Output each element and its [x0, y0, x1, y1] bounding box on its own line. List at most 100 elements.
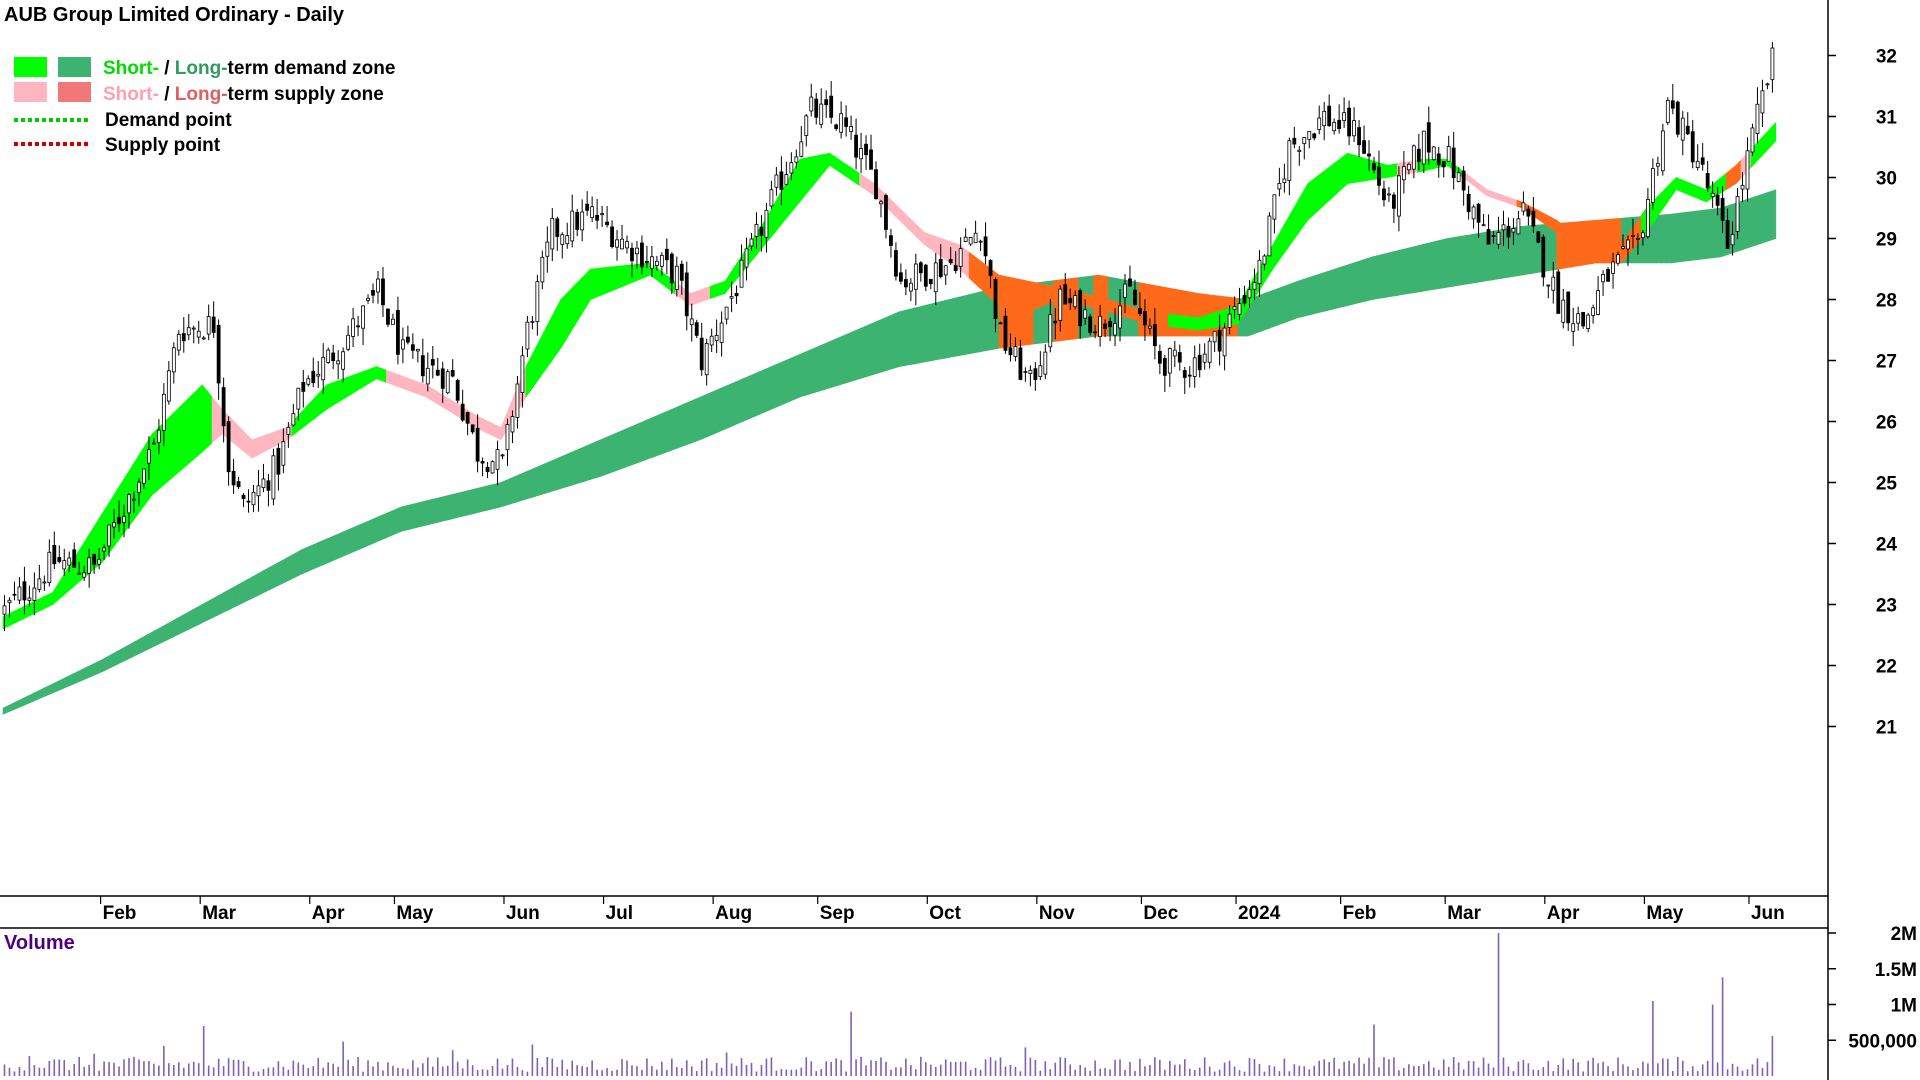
candle-body	[1536, 231, 1541, 243]
candle-body	[1237, 303, 1242, 315]
candle	[809, 83, 814, 117]
short-term-zone-segment	[1272, 234, 1279, 270]
candle	[1551, 261, 1556, 304]
short-term-zone-segment	[1148, 311, 1154, 325]
long-term-zone-segment	[336, 532, 342, 560]
short-term-zone-segment	[1207, 312, 1214, 329]
candle-body	[181, 333, 186, 342]
candle	[844, 105, 849, 137]
candle-body	[884, 195, 888, 230]
short-term-zone-segment	[495, 424, 502, 441]
candle-body	[82, 572, 87, 578]
long-term-zone-segment	[266, 565, 273, 592]
long-term-zone-segment	[620, 428, 626, 470]
candle-body	[1406, 163, 1411, 171]
candle	[540, 250, 545, 290]
volume-bars	[3, 933, 1774, 1076]
candle-body	[983, 236, 988, 257]
candle	[1033, 362, 1038, 391]
candle-body	[1018, 347, 1023, 380]
candle	[590, 196, 595, 223]
short-term-zone-segment	[714, 282, 721, 298]
candle	[1148, 318, 1152, 335]
candle	[341, 347, 346, 383]
candle	[824, 90, 829, 118]
candle	[1332, 118, 1337, 135]
candle-body	[1670, 100, 1675, 109]
candle	[37, 564, 42, 593]
long-term-zone-segment	[819, 343, 825, 392]
candle	[913, 253, 918, 306]
long-term-zone-segment	[1760, 192, 1767, 244]
candle	[1327, 94, 1332, 127]
candle-body	[510, 416, 515, 433]
long-term-zone-segment	[665, 409, 671, 454]
short-term-zone-segment	[973, 255, 980, 288]
candle	[415, 348, 420, 363]
candle-body	[659, 254, 664, 267]
long-term-zone-segment	[1441, 238, 1448, 289]
candle-body	[1322, 110, 1327, 127]
short-term-zone-segment	[615, 265, 621, 290]
candle	[1616, 251, 1620, 266]
candle	[1277, 167, 1282, 197]
short-term-zone-segment	[998, 274, 1005, 307]
month-label: Sep	[820, 903, 855, 924]
candle	[605, 206, 609, 228]
long-term-zone-segment	[1182, 290, 1189, 337]
long-term-zone-segment	[1143, 282, 1149, 337]
candle-body	[615, 239, 619, 248]
candle	[510, 410, 515, 444]
candle-body	[47, 551, 52, 583]
long-term-zone-segment	[973, 291, 980, 354]
long-term-zone-segment	[1471, 233, 1478, 284]
long-term-zone-segment	[241, 579, 248, 604]
long-term-zone-segment	[196, 603, 203, 626]
short-term-zone-segment	[1222, 308, 1229, 327]
candle-body	[32, 587, 37, 601]
candle-body	[650, 256, 654, 269]
long-term-zone-segment	[1337, 266, 1343, 309]
short-term-zone-segment	[889, 197, 895, 217]
candle-body	[654, 260, 659, 266]
short-term-zone-segment	[1476, 181, 1483, 193]
short-term-zone-segment	[216, 402, 223, 439]
long-term-zone-segment	[102, 656, 108, 673]
candle-body	[530, 320, 535, 323]
short-term-zone-segment	[1053, 285, 1060, 302]
candle	[1083, 299, 1088, 325]
candle	[480, 457, 485, 477]
candle	[1561, 289, 1566, 329]
candle-body	[749, 238, 754, 247]
time-axis: Feb Mar Apr May Jun Jul Aug Sep Oct Nov Dec 2024 Feb…	[99, 896, 1785, 924]
candle-body	[1451, 147, 1456, 179]
short-term-zone-segment	[1591, 244, 1597, 264]
candle-body	[928, 278, 933, 285]
short-term-zone-segment	[1342, 152, 1348, 189]
candle-body	[251, 491, 256, 506]
long-term-zone-segment	[167, 620, 173, 641]
short-term-zone-segment	[500, 415, 507, 441]
candle-body	[1138, 308, 1142, 315]
short-term-zone-segment	[62, 567, 69, 597]
long-term-zone-segment	[127, 642, 133, 660]
long-term-zone-segment	[794, 353, 801, 400]
candle-body	[236, 481, 241, 488]
long-term-zone-segment	[306, 544, 313, 573]
candle	[993, 277, 998, 333]
candle	[1421, 130, 1426, 173]
short-term-zone-segment	[361, 369, 367, 389]
candle-body	[1332, 122, 1337, 132]
candle	[435, 357, 440, 377]
candle	[699, 322, 704, 376]
candle-body	[1561, 299, 1566, 323]
short-term-zone-segment	[296, 410, 303, 433]
candle-body	[142, 468, 146, 484]
long-term-zone-segment	[565, 452, 572, 488]
candle-body	[122, 515, 126, 523]
candle	[12, 581, 17, 601]
short-term-zone-segment	[57, 575, 64, 601]
candle-body	[1591, 307, 1596, 316]
long-term-zone-segment	[172, 617, 178, 638]
candle	[1700, 143, 1705, 171]
